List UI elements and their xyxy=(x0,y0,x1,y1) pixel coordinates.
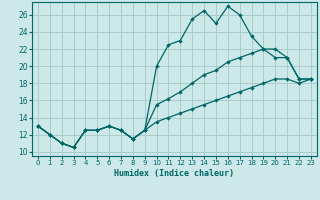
X-axis label: Humidex (Indice chaleur): Humidex (Indice chaleur) xyxy=(115,169,234,178)
